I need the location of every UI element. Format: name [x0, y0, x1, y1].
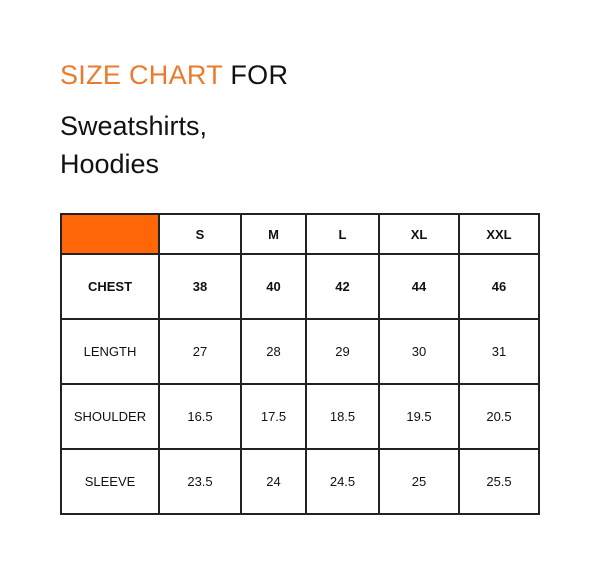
table-row: SHOULDER 16.5 17.5 18.5 19.5 20.5 — [60, 383, 540, 450]
cell: 16.5 — [158, 383, 242, 450]
cell: 29 — [305, 318, 380, 385]
column-header: S — [158, 213, 242, 255]
subtitle: Sweatshirts, Hoodies — [60, 107, 207, 183]
column-header: XXL — [458, 213, 540, 255]
cell: 27 — [158, 318, 242, 385]
row-label: SLEEVE — [60, 448, 160, 515]
cell: 38 — [158, 253, 242, 320]
corner-cell — [60, 213, 160, 255]
page-title: SIZE CHART FOR — [60, 60, 288, 91]
cell: 25.5 — [458, 448, 540, 515]
subtitle-line-1: Sweatshirts, — [60, 111, 208, 141]
cell: 18.5 — [305, 383, 380, 450]
column-header: XL — [378, 213, 460, 255]
title-rest: FOR — [230, 60, 289, 90]
subtitle-line-2: Hoodies — [60, 149, 160, 179]
table-row: SLEEVE 23.5 24 24.5 25 25.5 — [60, 448, 540, 515]
cell: 28 — [240, 318, 307, 385]
cell: 23.5 — [158, 448, 242, 515]
cell: 24.5 — [305, 448, 380, 515]
size-chart-table: S M L XL XXL CHEST 38 40 42 44 46 LENGTH… — [60, 213, 540, 515]
cell: 44 — [378, 253, 460, 320]
row-label: CHEST — [60, 253, 160, 320]
row-label: LENGTH — [60, 318, 160, 385]
header-row: S M L XL XXL — [60, 213, 540, 255]
cell: 20.5 — [458, 383, 540, 450]
table-row: LENGTH 27 28 29 30 31 — [60, 318, 540, 385]
cell: 24 — [240, 448, 307, 515]
cell: 46 — [458, 253, 540, 320]
cell: 31 — [458, 318, 540, 385]
table-row: CHEST 38 40 42 44 46 — [60, 253, 540, 320]
cell: 17.5 — [240, 383, 307, 450]
cell: 42 — [305, 253, 380, 320]
cell: 19.5 — [378, 383, 460, 450]
column-header: L — [305, 213, 380, 255]
column-header: M — [240, 213, 307, 255]
cell: 30 — [378, 318, 460, 385]
cell: 25 — [378, 448, 460, 515]
title-highlight: SIZE CHART — [60, 60, 223, 90]
row-label: SHOULDER — [60, 383, 160, 450]
cell: 40 — [240, 253, 307, 320]
